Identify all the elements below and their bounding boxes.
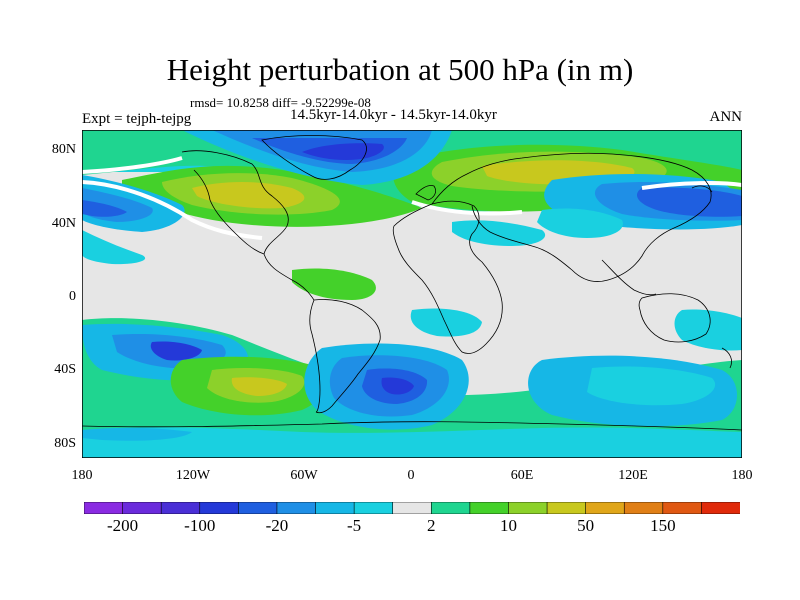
- lon-tick-120w: 120W: [175, 468, 211, 483]
- colorbar-swatch: [353, 502, 394, 514]
- colorbar-swatch: [508, 502, 548, 514]
- colorbar-swatch: [315, 502, 355, 514]
- colorbar-label: -200: [106, 516, 139, 535]
- rmsd-stats: rmsd= 10.8258 diff= -9.52299e-08: [190, 95, 371, 110]
- colorbar-swatch: [585, 502, 625, 514]
- colorbar-swatch: [546, 502, 587, 514]
- lon-tick-120e: 120E: [618, 468, 648, 483]
- colorbar-swatch: [392, 502, 432, 514]
- southern-contours: [82, 268, 742, 458]
- contour-map: [82, 130, 742, 458]
- colorbar-swatch: [84, 502, 124, 514]
- colorbar-swatch: [662, 502, 703, 514]
- colorbar-label: 150: [650, 516, 676, 535]
- colorbar: [84, 502, 740, 514]
- lat-tick-40s: 40S: [54, 362, 76, 377]
- experiment-label: Expt = tejph-tejpg: [82, 111, 192, 127]
- lat-tick-0: 0: [69, 289, 76, 304]
- colorbar-swatch: [238, 502, 278, 514]
- colorbar-swatch: [623, 502, 664, 514]
- colorbar-swatch: [469, 502, 510, 514]
- colorbar-label: -100: [184, 516, 216, 535]
- lon-tick-0: 0: [407, 468, 415, 483]
- lat-tick-80s: 80S: [54, 436, 76, 451]
- colorbar-label: 2: [427, 516, 436, 535]
- zero-contour-lines: [82, 156, 742, 240]
- colorbar-label: -20: [265, 516, 289, 535]
- period-subtitle: 14.5kyr-14.0kyr - 14.5kyr-14.0kyr: [290, 107, 497, 123]
- colorbar-swatch: [276, 502, 317, 514]
- colorbar-label: 10: [499, 516, 517, 535]
- season-label: ANN: [709, 109, 743, 125]
- lon-tick-60w: 60W: [290, 468, 318, 483]
- colorbar-swatch: [160, 502, 201, 514]
- colorbar-label: 50: [577, 516, 595, 535]
- lat-tick-80n: 80N: [51, 142, 76, 157]
- colorbar-swatch: [199, 502, 239, 514]
- colorbar-swatch: [122, 502, 162, 514]
- lat-tick-40n: 40N: [51, 216, 76, 231]
- colorbar-swatch: [430, 502, 471, 514]
- lon-tick-180w: 180: [71, 468, 93, 483]
- colorbar-swatch: [701, 502, 740, 514]
- colorbar-label: -5: [347, 516, 362, 535]
- coastlines: [82, 135, 742, 431]
- lon-tick-180e: 180: [731, 468, 753, 483]
- lon-tick-60e: 60E: [510, 468, 534, 483]
- plot-title: Height perturbation at 500 hPa (in m): [166, 52, 634, 87]
